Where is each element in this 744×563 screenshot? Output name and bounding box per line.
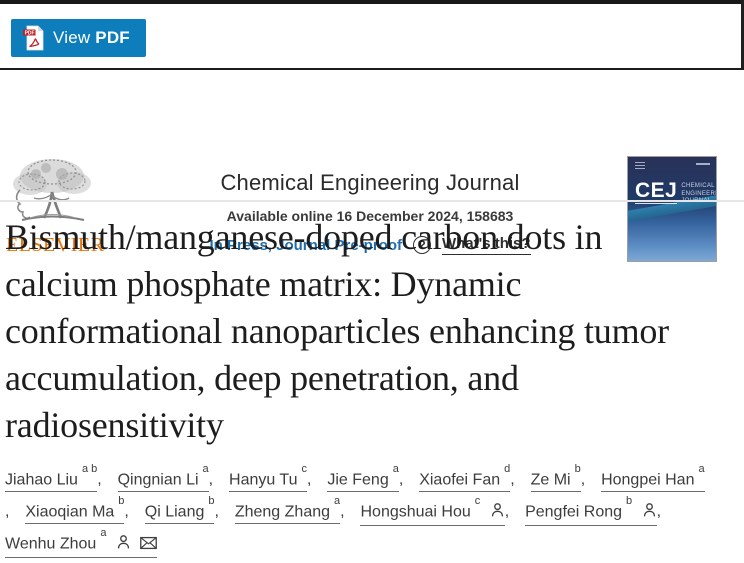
elsevier-logo[interactable]: ELSEVIER [6,152,134,257]
author-item: Pengfei Rongb , [525,495,672,526]
person-icon[interactable] [111,535,130,554]
author-item: Wenhu Zhoua [5,527,158,558]
author-affiliation-sup: b [118,494,125,507]
toolbar-divider [0,68,744,70]
author-separator: , [124,503,134,520]
person-icon[interactable] [485,503,504,522]
author-item: Zheng Zhanga, [234,495,356,524]
author-affiliation-sup: b [574,462,581,475]
cover-acronym: CEJ [635,179,678,204]
author-name: Hongshuai Hou [360,503,471,520]
author-separator: , [580,471,590,488]
view-pdf-label: View PDF [53,28,130,47]
author-name: Qi Liang [144,503,205,520]
author-name: Xiaofei Fan [419,471,501,488]
author-separator: , [97,471,107,488]
author-separator: , [504,503,514,520]
availability-text: Available online 16 December 2024, 15868… [226,208,514,224]
cover-journal-line: CHEMICAL [681,183,715,189]
cover-journal-line: ENGINEERING [681,190,716,197]
view-pdf-button[interactable]: PDF View PDF [11,19,146,57]
author-affiliation-sup: a [334,494,341,507]
author-separator: , [398,471,408,488]
author-name: Xiaoqian Ma [25,503,115,520]
author-item: Hanyu Tuc, [229,463,323,492]
author-name: Wenhu Zhou [5,535,97,552]
window-top-border [0,0,744,4]
author-item: Ze Mib, [530,463,597,492]
header-divider [0,200,744,202]
author-link[interactable]: Hongshuai Houc [360,495,505,526]
journal-meta: Chemical Engineering Journal Available o… [140,170,600,255]
author-item: Jiahao Liua b, [5,463,113,492]
author-link[interactable]: Jie Fenga [327,463,399,492]
author-affiliation-sup: a [392,462,399,475]
author-affiliation-sup: a [100,526,107,539]
author-link[interactable]: Jiahao Liua b [5,463,98,492]
author-separator: , [656,503,666,520]
author-item: Xiaofei Fand, [419,463,526,492]
author-link[interactable]: Hanyu Tuc [229,463,307,492]
author-link[interactable]: Hongpei Hana [601,463,705,492]
elsevier-tree-logo [6,152,134,232]
pdf-file-icon: PDF [23,25,44,51]
journal-header: ELSEVIER Chemical Engineering Journal Av… [0,70,744,262]
author-item: Qingnian Lia, [117,463,225,492]
author-separator: , [307,471,316,488]
author-name: Ze Mi [530,471,571,488]
author-affiliation-sup: b [208,494,215,507]
author-separator: , [340,503,350,520]
author-link[interactable]: Ze Mib [530,463,581,492]
author-link[interactable]: Qingnian Lia [117,463,209,492]
author-affiliation-sup: c [474,494,481,507]
author-separator: , [208,471,218,488]
author-link[interactable]: Pengfei Rongb [525,495,657,526]
author-item: Xiaoqian Mab, [25,495,140,524]
author-link[interactable]: Zheng Zhanga [234,495,341,524]
author-item: Hongpei Hana, [5,463,705,520]
author-name: Jie Feng [327,471,389,488]
author-affiliation-sup: a [202,462,209,475]
whats-this-link[interactable]: What's this? [441,235,531,255]
in-press-link[interactable]: In Press, Journal Pre-proof [209,236,402,254]
person-icon[interactable] [637,503,656,522]
author-link[interactable]: Xiaoqian Mab [25,495,125,524]
author-name: Hanyu Tu [229,471,298,488]
status-row: In Press, Journal Pre-proof ? What's thi… [140,235,600,255]
author-affiliation-sup: a b [81,462,98,475]
author-separator: , [5,503,14,520]
journal-title-link[interactable]: Chemical Engineering Journal [220,170,520,195]
author-separator: , [510,471,520,488]
publisher-name: ELSEVIER [6,234,105,256]
cover-issue-mark [696,163,710,165]
author-name: Hongpei Han [601,471,695,488]
author-name: Pengfei Rong [525,503,623,520]
window-right-border [741,0,744,70]
author-link[interactable]: Qi Liangb [144,495,215,524]
author-list: Jiahao Liua b, Qingnian Lia, Hanyu Tuc, … [5,463,705,560]
author-separator: , [214,503,224,520]
author-name: Qingnian Li [117,471,199,488]
author-affiliation-sup: b [626,494,633,507]
envelope-icon[interactable] [136,536,158,554]
author-item: Jie Fenga, [327,463,414,492]
author-link[interactable]: Xiaofei Fand [419,463,511,492]
author-affiliation-sup: a [698,462,705,475]
author-affiliation-sup: c [301,462,308,475]
author-name: Zheng Zhang [234,503,331,520]
author-item: Hongshuai Houc , [360,495,520,526]
author-item: Qi Liangb, [144,495,231,524]
cover-publisher-mark-icon [635,162,645,171]
question-circle-icon[interactable]: ? [412,236,431,254]
svg-text:PDF: PDF [25,30,35,36]
author-affiliation-sup: d [504,462,511,475]
article-title: Bismuth/manganese-doped carbon dots in c… [5,217,669,445]
author-link[interactable]: Wenhu Zhoua [5,527,158,558]
author-name: Jiahao Liu [5,471,78,488]
